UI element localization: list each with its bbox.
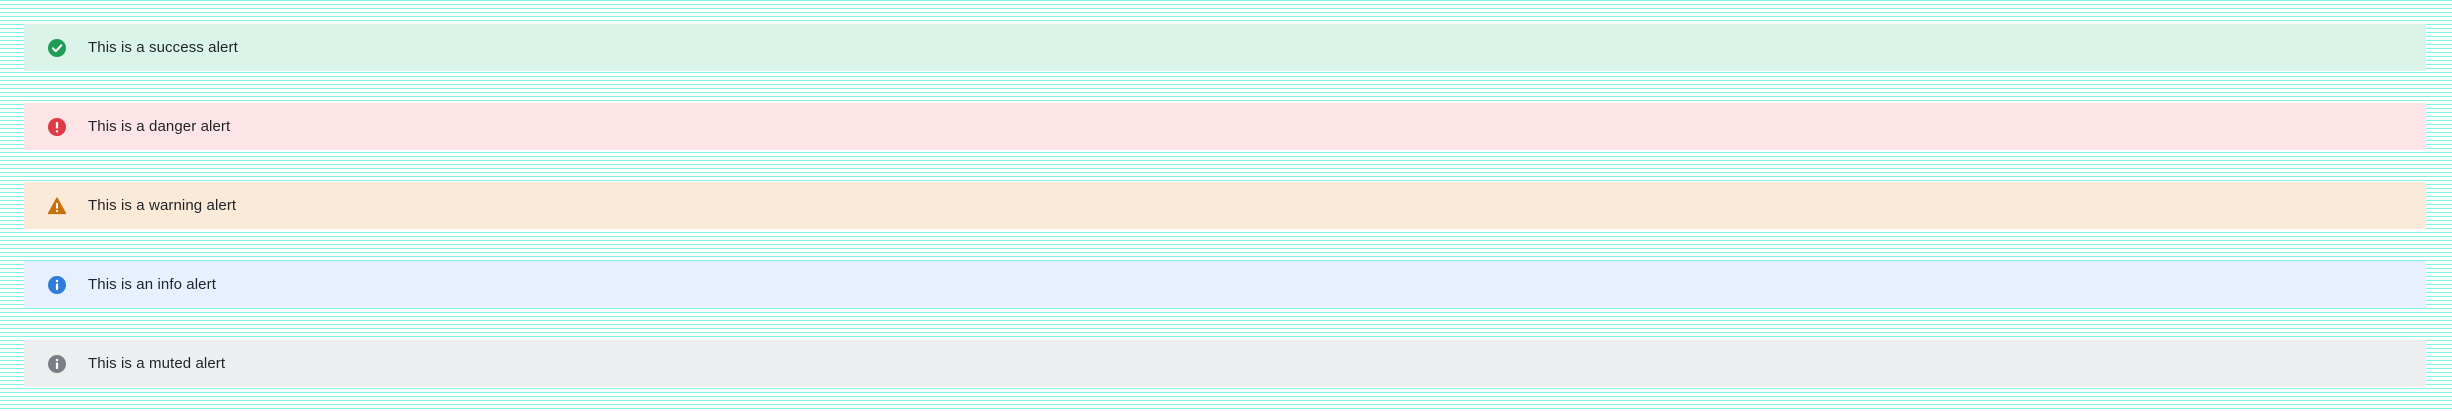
alert-info-text: This is an info alert [88, 276, 216, 293]
alert-success: This is a success alert [24, 24, 2426, 71]
exclamation-circle-icon [48, 117, 66, 136]
alert-info: This is an info alert [24, 261, 2426, 308]
check-circle-icon [48, 38, 66, 57]
alert-danger-text: This is a danger alert [88, 118, 231, 135]
warning-triangle-icon [48, 196, 66, 215]
alert-warning-text: This is a warning alert [88, 197, 237, 214]
alert-warning: This is a warning alert [24, 182, 2426, 229]
alert-success-text: This is a success alert [88, 39, 238, 56]
alert-muted: This is a muted alert [24, 340, 2426, 387]
info-circle-icon [48, 275, 66, 294]
alert-muted-text: This is a muted alert [88, 355, 226, 372]
info-circle-icon [48, 354, 66, 373]
alert-danger: This is a danger alert [24, 103, 2426, 150]
alerts-list: This is a success alert This is a danger… [24, 24, 2426, 387]
